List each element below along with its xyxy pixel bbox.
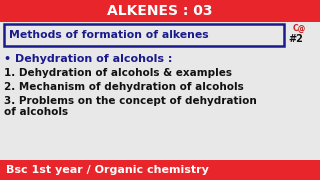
Text: 1. Dehydration of alcohols & examples: 1. Dehydration of alcohols & examples [4, 68, 232, 78]
Bar [0, 0, 320, 22]
Text: Methods of formation of alkenes: Methods of formation of alkenes [9, 30, 209, 40]
Text: ALKENES : 03: ALKENES : 03 [107, 4, 213, 18]
Text: 3. Problems on the concept of dehydration: 3. Problems on the concept of dehydratio… [4, 96, 257, 106]
Text: #2: #2 [288, 34, 303, 44]
Text: • Dehydration of alcohols :: • Dehydration of alcohols : [4, 54, 172, 64]
Bar [0, 160, 320, 180]
Text: Bsc 1st year / Organic chemistry: Bsc 1st year / Organic chemistry [6, 165, 209, 175]
Bar [4, 24, 284, 46]
Text: 2. Mechanism of dehydration of alcohols: 2. Mechanism of dehydration of alcohols [4, 82, 244, 92]
Text: C@: C@ [293, 24, 306, 33]
Text: of alcohols: of alcohols [4, 107, 68, 117]
